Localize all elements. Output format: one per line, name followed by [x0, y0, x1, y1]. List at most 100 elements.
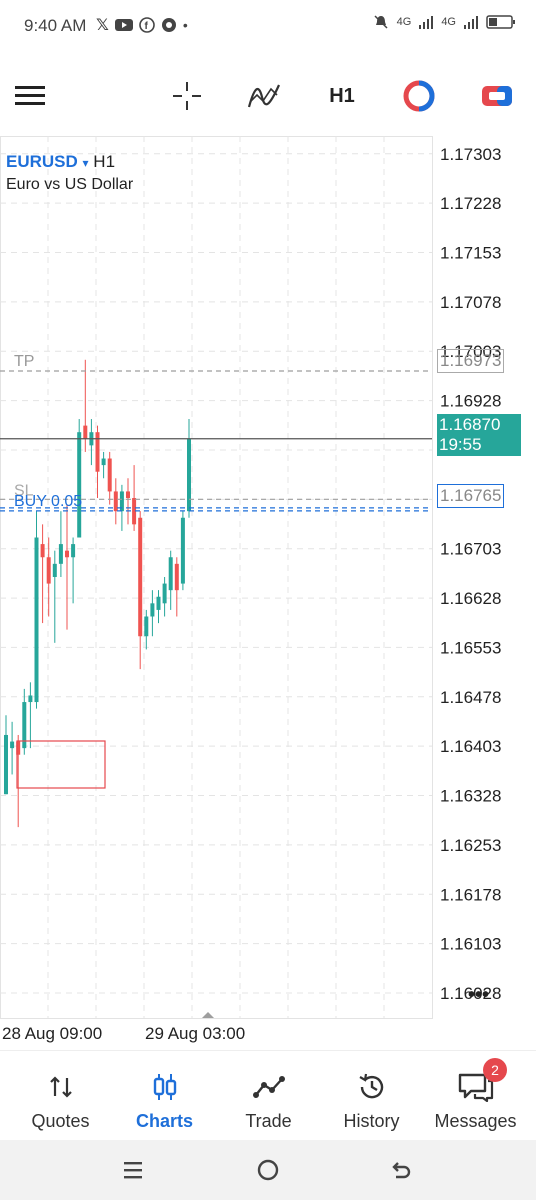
trade-icon — [252, 1076, 285, 1098]
candle-body — [52, 563, 57, 577]
network-label-1: 4G — [396, 16, 412, 28]
nav-charts-label: Charts — [135, 1111, 193, 1131]
y-tick-label: 1.16703 — [440, 540, 501, 559]
crosshair-button[interactable] — [167, 76, 207, 116]
x-axis-label-1: 28 Aug 09:00 — [2, 1024, 103, 1043]
messages-badge: 2 — [483, 1058, 507, 1082]
candle-body — [46, 557, 51, 584]
status-right: 4G 4G — [373, 14, 516, 30]
network-label-2: 4G — [441, 16, 456, 28]
candle-body — [34, 537, 39, 703]
price-chart[interactable]: 1.173031.172281.171531.170781.170031.169… — [0, 136, 536, 1046]
back-icon — [392, 1162, 411, 1179]
home-icon — [257, 1159, 279, 1181]
current-price-tag: 1.16870 19:55 — [437, 414, 521, 456]
candle-body — [40, 544, 45, 558]
timeframe-button[interactable]: H1 — [322, 76, 362, 116]
more-options-icon[interactable]: ••• — [468, 984, 490, 1006]
y-tick-label: 1.17303 — [440, 145, 501, 164]
nav-history[interactable]: History — [318, 1051, 425, 1141]
y-tick-label: 1.17228 — [440, 194, 501, 213]
quotes-icon — [49, 1076, 72, 1098]
candle-body — [65, 550, 69, 558]
one-click-trading-icon — [403, 80, 435, 112]
candle-body — [10, 741, 15, 749]
facebook-icon: f — [139, 17, 155, 33]
battery-icon — [486, 15, 515, 29]
one-click-trading-button[interactable] — [399, 76, 439, 116]
trade-toggle-icon — [482, 86, 512, 106]
candle-body — [71, 544, 76, 558]
tp-price-tag: 1.16973 — [437, 349, 505, 373]
sl-label: SL — [14, 482, 34, 499]
recent-apps-icon — [124, 1162, 142, 1179]
y-tick-label: 1.17078 — [440, 293, 501, 312]
nav-trade[interactable]: Trade — [215, 1051, 322, 1141]
y-tick-label: 1.16628 — [440, 589, 501, 608]
position-price-tag: 1.16765 — [437, 484, 505, 508]
y-tick-label: 1.16553 — [440, 638, 501, 657]
indicators-button[interactable] — [244, 76, 284, 116]
candle-body — [144, 616, 149, 637]
candle-body — [83, 425, 88, 439]
svg-text:f: f — [144, 21, 148, 32]
tp-label: TP — [14, 353, 34, 370]
y-tick-label: 1.16403 — [440, 737, 501, 756]
candle-body — [16, 741, 21, 755]
candle-body — [150, 603, 155, 617]
symbol-dropdown-icon: ▾ — [82, 156, 89, 170]
x-icon: 𝕏 — [96, 17, 109, 34]
y-tick-label: 1.16328 — [440, 787, 501, 806]
chart-area[interactable]: 1.17303 1.17228 1.17153 1.17078 1.17003 1.169… — [0, 136, 536, 1046]
candle-body — [168, 557, 173, 591]
nav-messages[interactable]: Messages — [422, 1051, 529, 1141]
position-label: BUY 0.05 — [14, 493, 82, 510]
y-tick-label: 1.16028 — [440, 984, 501, 1003]
history-icon — [358, 1073, 383, 1099]
candle-body — [77, 432, 82, 538]
candle-body — [4, 734, 8, 795]
candle-body — [180, 517, 185, 584]
chart-frame — [0, 136, 433, 1019]
hamburger-menu-icon — [15, 86, 45, 105]
indicators-icon — [247, 84, 281, 108]
y-tick-label: 1.16103 — [440, 935, 501, 954]
candle-body — [113, 491, 118, 512]
x-axis-label-2: 29 Aug 03:00 — [145, 1024, 246, 1043]
nav-charts[interactable]: Charts — [111, 1051, 218, 1141]
mute-icon — [374, 15, 388, 29]
nav-quotes-label: Quotes — [31, 1111, 90, 1131]
home-button[interactable] — [248, 1154, 288, 1186]
symbol-selector[interactable]: EURUSD ▾ H1 — [6, 152, 115, 172]
candle-body — [95, 432, 100, 472]
candle-body — [58, 544, 63, 564]
time-scroll-marker — [202, 1012, 214, 1018]
signal-icon-2 — [464, 16, 478, 29]
y-tick-label: 1.17003 — [440, 342, 501, 361]
menu-button[interactable] — [10, 76, 50, 116]
status-time: 9:40 AM — [24, 16, 87, 35]
candle-body — [126, 491, 130, 499]
nav-history-label: History — [343, 1111, 400, 1131]
trade-button[interactable] — [477, 76, 517, 116]
y-tick-label: 1.17153 — [440, 244, 501, 263]
y-tick-label: 1.16928 — [440, 392, 501, 411]
bar-countdown: 19:55 — [439, 435, 482, 454]
candle-body — [101, 458, 106, 466]
symbol-name: EURUSD — [6, 152, 78, 171]
nav-messages-label: Messages — [434, 1111, 517, 1131]
selection-rectangle — [16, 740, 106, 789]
system-navigation — [0, 1140, 536, 1200]
nav-quotes[interactable]: Quotes — [7, 1051, 114, 1141]
symbol-timeframe: H1 — [93, 152, 116, 171]
candle-body — [28, 695, 33, 703]
timeframe-label: H1 — [329, 84, 355, 107]
y-tick-label: 1.16178 — [440, 885, 501, 904]
candle-body — [174, 563, 179, 591]
back-button[interactable] — [380, 1154, 420, 1186]
recent-apps-button[interactable] — [113, 1154, 153, 1186]
status-notification-icons: 𝕏 f • — [96, 15, 188, 35]
chart-toolbar: H1 — [0, 62, 536, 128]
candle-body — [138, 517, 143, 637]
candle-body — [156, 596, 161, 610]
